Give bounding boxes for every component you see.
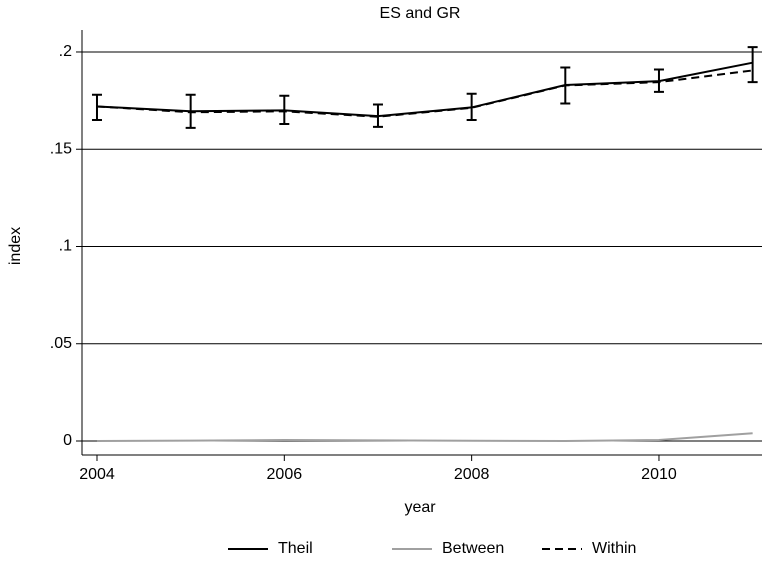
- chart-title: ES and GR: [380, 5, 461, 22]
- series-line: [96, 61, 753, 118]
- error-bar: [747, 46, 758, 84]
- series-line: [96, 432, 753, 442]
- y-tick-label: .15: [50, 140, 72, 157]
- y-axis-label: index: [7, 227, 24, 265]
- x-tick-label: 2004: [79, 466, 115, 483]
- legend-label: Theil: [278, 540, 313, 557]
- x-tick-label: 2010: [641, 466, 677, 483]
- y-tick-label: .05: [50, 335, 72, 352]
- y-tick-label: 0: [63, 432, 72, 449]
- series-line: [96, 69, 753, 118]
- y-tick-label: .2: [59, 43, 72, 60]
- x-tick-label: 2006: [267, 466, 303, 483]
- legend-label: Between: [442, 540, 504, 557]
- x-axis-label: year: [404, 499, 436, 516]
- legend-label: Within: [592, 540, 636, 557]
- y-tick-label: .1: [59, 238, 72, 255]
- x-tick-label: 2008: [454, 466, 490, 483]
